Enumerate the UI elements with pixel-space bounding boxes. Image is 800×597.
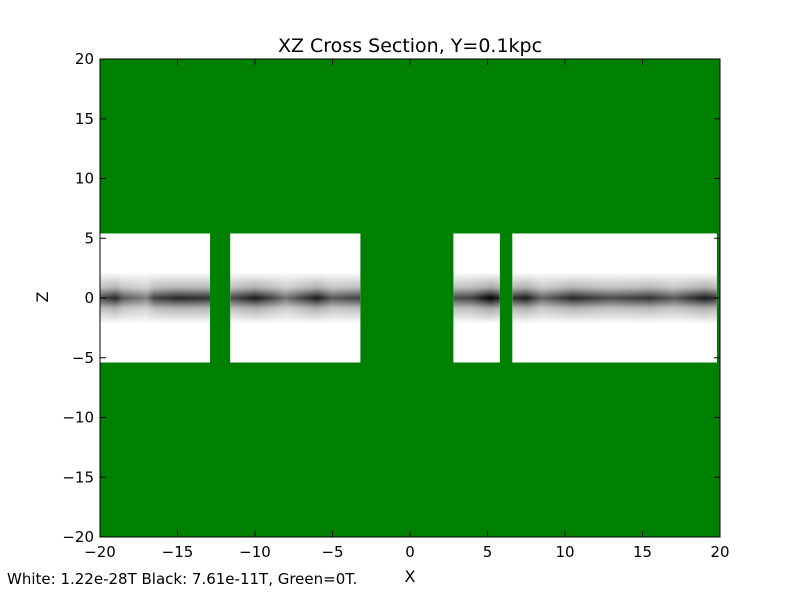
x-tick-label: 0	[405, 543, 415, 561]
x-axis-label: X	[404, 567, 416, 586]
y-tick-label: 20	[75, 50, 94, 68]
y-tick-label: −20	[62, 528, 94, 546]
x-tick-label: 15	[633, 543, 652, 561]
x-tick-label: −20	[84, 543, 116, 561]
segment-field-intensity	[100, 233, 211, 363]
field-segment	[512, 233, 717, 363]
y-tick-label: −5	[72, 349, 94, 367]
y-tick-label: 10	[75, 170, 94, 188]
colorscale-footnote: White: 1.22e-28T Black: 7.61e-11T, Green…	[7, 570, 358, 588]
x-tick-label: 5	[483, 543, 493, 561]
field-segment	[453, 233, 500, 363]
axis-ticks	[99, 58, 721, 538]
segment-field-intensity	[230, 233, 361, 363]
y-tick-label: 0	[84, 289, 94, 307]
x-tick-label: 10	[555, 543, 574, 561]
y-tick-label: 15	[75, 110, 94, 128]
x-tick-label: −10	[239, 543, 271, 561]
x-tick-label: −5	[321, 543, 343, 561]
field-segments	[100, 233, 717, 363]
chart-title: XZ Cross Section, Y=0.1kpc	[277, 35, 543, 57]
segment-field-intensity	[512, 233, 717, 363]
segment-field-intensity	[453, 233, 500, 363]
field-segment	[230, 233, 361, 363]
x-tick-label: 20	[710, 543, 729, 561]
x-tick-label: −15	[162, 543, 194, 561]
y-tick-label: 5	[84, 229, 94, 247]
field-segment	[100, 233, 211, 363]
y-axis-label: Z	[33, 291, 52, 303]
y-tick-label: −10	[62, 409, 94, 427]
axis-tick-labels: −20 −15 −10 −5 0 5 10 15 20 20 15 10 5 0 −5 −10 −15 −20	[62, 50, 729, 561]
y-tick-label: −15	[62, 468, 94, 486]
